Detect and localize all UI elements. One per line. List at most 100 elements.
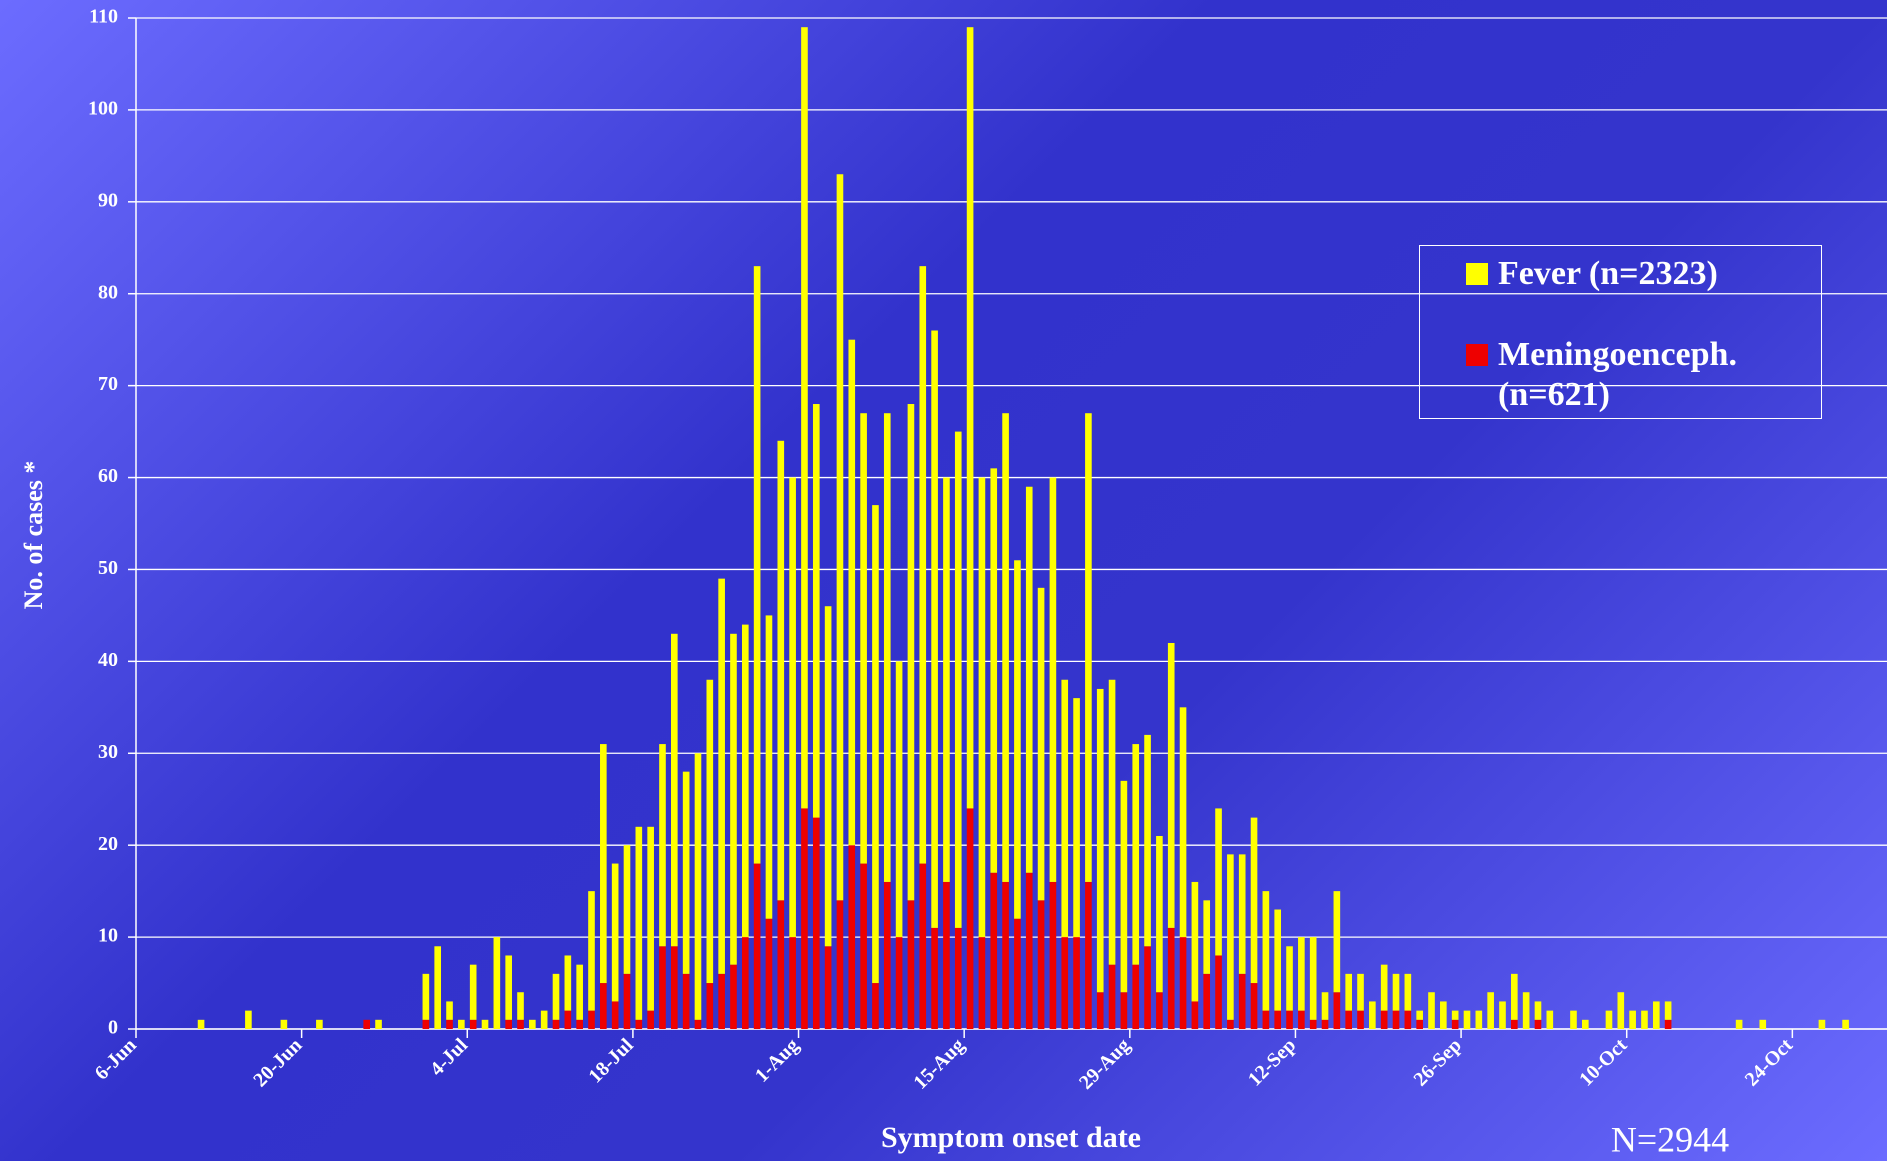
bar-segment [540,1010,548,1029]
y-tick-label: 90 [98,189,118,211]
bar-segment [872,983,879,1029]
bar-segment [777,900,785,1029]
bar-segment [1499,1001,1506,1029]
legend-swatch [1466,344,1488,366]
bar-segment [706,983,714,1029]
bar-segment [718,578,725,974]
bar-segment [1357,973,1364,1011]
bar-segment [730,633,737,965]
bar-segment [1321,1019,1329,1029]
bar-segment [635,1019,643,1029]
bar-segment [1605,1010,1613,1029]
bar-segment [1392,973,1400,1011]
bar-segment [694,753,702,1020]
bar-segment [1167,927,1175,1029]
bar-segment [1357,1010,1364,1029]
bar-segment [564,955,572,1011]
bar-segment [1629,1010,1636,1029]
bar-segment [446,1001,453,1020]
annotation: N=2944 [1611,1119,1729,1159]
bar-segment [576,1019,583,1029]
bar-segment [245,1010,252,1029]
bar-segment [919,863,927,1029]
bar-segment [682,973,690,1029]
bar-segment [1664,1001,1672,1020]
bar-segment [1073,937,1080,1029]
bar-segment [1534,1001,1542,1020]
bar-segment [1440,1001,1447,1029]
bar-segment [801,808,808,1029]
bar-segment [1144,734,1151,947]
bar-segment [1475,1010,1483,1029]
y-tick-label: 50 [98,557,118,579]
bar-segment [469,964,477,1020]
bar-segment [931,330,938,928]
bar-segment [978,477,986,938]
bar-segment [635,826,643,1020]
bar-segment [1309,937,1317,1020]
bar-segment [588,891,595,1011]
bar-segment [1428,992,1435,1029]
bar-segment [1298,1010,1305,1029]
bar-segment [1085,413,1092,882]
bar-segment [919,266,927,864]
bar-segment [1108,964,1116,1029]
bar-segment [1250,983,1258,1029]
bar-segment [600,983,607,1029]
bar-segment [671,633,678,947]
y-axis-label: No. of cases * [19,461,48,610]
bar-segment [197,1019,205,1029]
bar-segment [422,1019,430,1029]
bar-segment [1191,1001,1199,1029]
bar-segment [1416,1010,1423,1020]
bar-segment [600,744,607,984]
bar-segment [978,937,986,1029]
bar-segment [1380,964,1388,1011]
bar-segment [1333,891,1341,993]
bar-segment [895,937,903,1029]
bar-segment [647,1010,654,1029]
bar-segment [1025,872,1033,1029]
bar-segment [1073,698,1080,938]
bar-segment [1156,992,1163,1029]
bar-segment [564,1010,572,1029]
bar-segment [1345,1010,1352,1029]
bar-segment [458,1019,465,1029]
bar-segment [1274,909,1282,1011]
y-tick-label: 70 [98,373,118,395]
bar-segment [1238,854,1246,974]
bar-segment [1286,1010,1293,1029]
x-tick-label: 6-Jun [91,1034,141,1084]
bar-segment [1002,881,1009,1029]
bar-segment [883,413,891,882]
bar-segment [1061,937,1069,1029]
y-tick-label: 40 [98,649,118,671]
bar-segment [848,339,856,846]
bar-segment [1416,1019,1423,1029]
bar-segment [1014,918,1021,1029]
bar-segment [552,973,560,1020]
legend-item: Fever (n=2323) [1466,254,1821,294]
bar-segment [1581,1019,1589,1029]
bar-segment [1215,955,1222,1029]
bar-segment [895,661,903,938]
bar-segment [1664,1019,1672,1029]
bar-segment [883,881,891,1029]
bar-segment [812,404,820,818]
bar-segment [1179,707,1187,938]
legend: Fever (n=2323) Meningoenceph. (n=621) [1419,245,1822,419]
bar-segment [1380,1010,1388,1029]
bar-segment [1061,679,1069,938]
bar-segment [493,937,501,1029]
bar-segment [1203,900,1211,974]
bar-segment [1570,1010,1577,1029]
y-tick-label: 110 [89,6,118,28]
bar-segment [872,505,879,984]
y-tick-label: 20 [98,833,118,855]
bar-segment [931,927,938,1029]
bar-segment [990,468,998,873]
bar-segment [836,900,844,1029]
bar-segment [718,973,725,1029]
bar-segment [1156,835,1163,993]
bar-segment [1546,1010,1554,1029]
